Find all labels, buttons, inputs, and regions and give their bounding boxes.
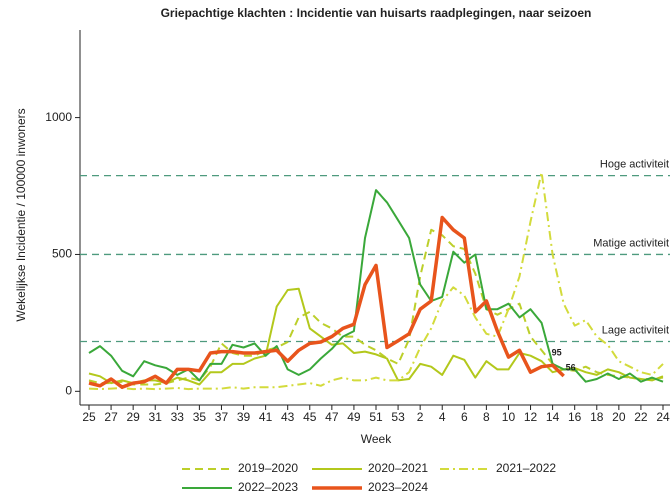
x-tick-label: 4 <box>439 410 446 424</box>
chart-title: Griepachtige klachten : Incidentie van h… <box>161 6 592 20</box>
x-tick-label: 2 <box>417 410 424 424</box>
x-tick-label: 51 <box>369 410 383 424</box>
x-tick-label: 18 <box>590 410 604 424</box>
y-tick-label: 500 <box>52 247 72 261</box>
x-tick-label: 12 <box>524 410 538 424</box>
x-tick-label: 33 <box>171 410 185 424</box>
legend-label: 2021–2022 <box>496 461 556 475</box>
x-tick-label: 10 <box>502 410 516 424</box>
x-tick-label: 31 <box>149 410 163 424</box>
x-tick-label: 6 <box>461 410 468 424</box>
y-tick-label: 0 <box>65 383 72 397</box>
series-line <box>88 171 664 391</box>
x-tick-label: 43 <box>281 410 295 424</box>
legend-label: 2020–2021 <box>368 461 428 475</box>
x-tick-label: 49 <box>347 410 361 424</box>
reference-label: Hoge activiteit <box>600 159 669 171</box>
y-axis-label: Wekelijkse Incidentie / 100000 inwoners <box>14 108 28 321</box>
x-tick-label: 22 <box>634 410 648 424</box>
legend-label: 2023–2024 <box>368 480 428 494</box>
x-tick-label: 8 <box>483 410 490 424</box>
data-label: 56 <box>566 362 576 372</box>
legend-label: 2022–2023 <box>238 480 298 494</box>
data-label: 95 <box>552 348 562 358</box>
reference-label: Lage activiteit <box>602 324 669 336</box>
x-tick-label: 47 <box>325 410 339 424</box>
x-tick-label: 20 <box>612 410 626 424</box>
x-axis-label: Week <box>361 432 392 446</box>
x-tick-label: 14 <box>546 410 560 424</box>
x-tick-label: 16 <box>568 410 582 424</box>
x-tick-label: 45 <box>303 410 317 424</box>
x-tick-label: 53 <box>391 410 405 424</box>
x-tick-label: 27 <box>104 410 118 424</box>
x-tick-label: 29 <box>126 410 140 424</box>
x-tick-label: 24 <box>656 410 670 424</box>
reference-label: Matige activiteit <box>593 237 669 249</box>
x-tick-label: 41 <box>259 410 273 424</box>
x-tick-label: 35 <box>193 410 207 424</box>
legend-label: 2019–2020 <box>238 461 298 475</box>
series-line <box>88 189 664 383</box>
y-tick-label: 1000 <box>45 110 72 124</box>
series-line <box>88 228 664 386</box>
x-tick-label: 39 <box>237 410 251 424</box>
x-tick-label: 37 <box>215 410 229 424</box>
x-tick-label: 25 <box>82 410 96 424</box>
series-line <box>88 215 565 389</box>
